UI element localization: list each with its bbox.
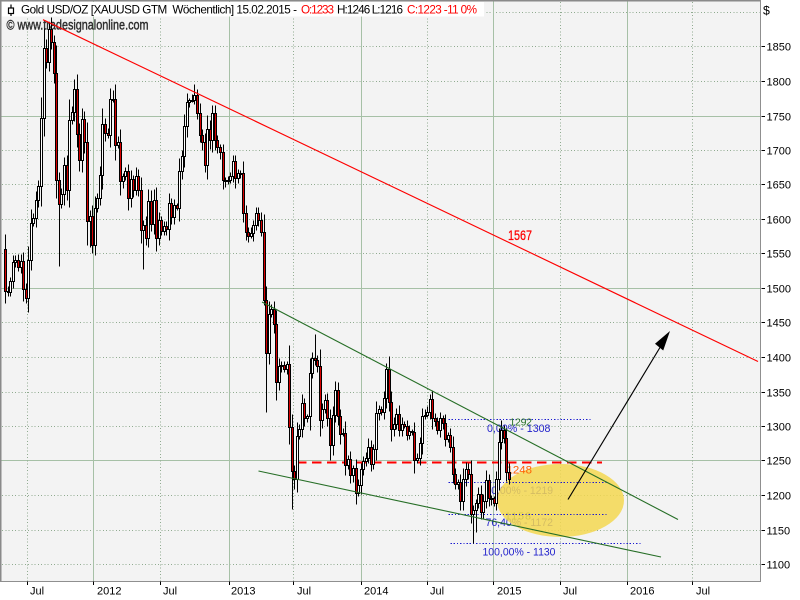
- svg-text:C:1223 -11 0%: C:1223 -11 0%: [407, 3, 477, 16]
- svg-text:1600: 1600: [767, 214, 791, 226]
- svg-text:2015: 2015: [497, 586, 521, 598]
- svg-text:100,00% - 1130: 100,00% - 1130: [483, 547, 556, 559]
- svg-text:1400: 1400: [767, 352, 791, 364]
- svg-text:2016: 2016: [630, 586, 654, 598]
- svg-text:1350: 1350: [767, 387, 791, 399]
- svg-text:$: $: [763, 4, 770, 18]
- svg-text:1550: 1550: [767, 248, 791, 260]
- svg-text:1650: 1650: [767, 179, 791, 191]
- svg-text:1850: 1850: [767, 41, 791, 53]
- svg-text:2013: 2013: [231, 586, 255, 598]
- svg-text:H:1246 L:1216: H:1246 L:1216: [337, 3, 403, 16]
- svg-text:Jul: Jul: [30, 586, 44, 598]
- svg-text:1800: 1800: [767, 76, 791, 88]
- svg-text:1292: 1292: [510, 417, 533, 429]
- svg-text:© www.tradesignalonline.com: © www.tradesignalonline.com: [7, 17, 149, 32]
- svg-text:1100: 1100: [767, 559, 791, 571]
- svg-text:1250: 1250: [767, 455, 791, 467]
- svg-text:1750: 1750: [767, 111, 791, 123]
- svg-text:1500: 1500: [767, 283, 791, 295]
- svg-text:1200: 1200: [767, 490, 791, 502]
- svg-text:Jul: Jul: [430, 586, 444, 598]
- svg-text:2012: 2012: [97, 586, 121, 598]
- svg-text:O:1233: O:1233: [301, 3, 334, 16]
- svg-text:1300: 1300: [767, 421, 791, 433]
- svg-text:1567: 1567: [508, 227, 532, 243]
- svg-text:Jul: Jul: [563, 586, 577, 598]
- svg-text:Gold USD/OZ [XAUUSD GTM Wöche: Gold USD/OZ [XAUUSD GTM Wöchentlich] 15.…: [21, 3, 297, 16]
- svg-text:2014: 2014: [364, 586, 388, 598]
- svg-text:1150: 1150: [767, 525, 791, 537]
- svg-text:1700: 1700: [767, 145, 791, 157]
- svg-text:1248: 1248: [507, 464, 533, 476]
- svg-text:Jul: Jul: [696, 586, 710, 598]
- svg-text:1450: 1450: [767, 317, 791, 329]
- svg-text:Jul: Jul: [297, 586, 311, 598]
- svg-text:Jul: Jul: [163, 586, 177, 598]
